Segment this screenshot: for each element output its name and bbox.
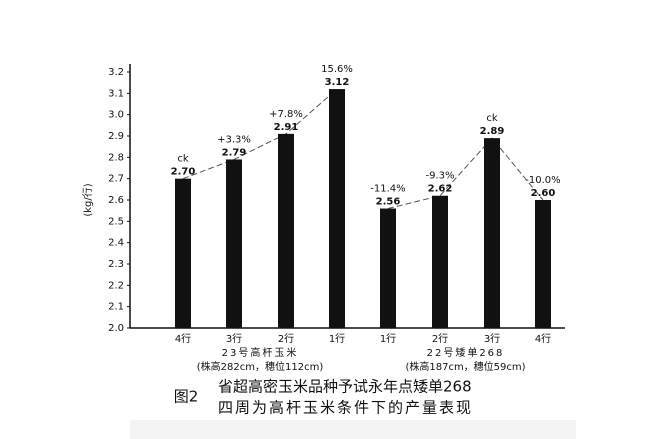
bar-annotation: -10.0% [525, 175, 560, 186]
group-label: 23号高杆玉米 [222, 346, 299, 359]
value-label: 2.56 [376, 197, 401, 208]
bar [484, 138, 500, 328]
y-axis-label: (kg/行) [81, 183, 94, 216]
bottom-panel [130, 420, 576, 439]
y-tick-label: 2.4 [108, 238, 124, 249]
group-note: (株高187cm，穗位59cm) [405, 360, 525, 373]
value-label: 2.89 [480, 126, 505, 137]
y-tick-label: 2.6 [108, 195, 124, 206]
bar [380, 208, 396, 328]
y-tick-label: 2.2 [108, 280, 124, 291]
bar [175, 178, 191, 328]
bar [226, 159, 242, 328]
y-tick-label: 2.7 [108, 174, 124, 185]
bar [278, 133, 294, 328]
value-label: 2.91 [274, 122, 299, 133]
y-tick-label: 2.0 [108, 323, 124, 334]
y-tick-label: 2.5 [108, 216, 124, 227]
x-tick-label: 2行 [278, 332, 294, 345]
x-tick-label: 4行 [535, 332, 551, 345]
y-tick-label: 3.1 [108, 88, 124, 99]
x-tick-label: 1行 [329, 332, 345, 345]
value-label: 2.70 [171, 167, 196, 178]
bar-annotation: +7.8% [269, 109, 303, 120]
bar-annotation: +3.3% [217, 134, 251, 145]
x-tick-label: 3行 [226, 332, 242, 345]
caption-label: 图2 [174, 388, 199, 406]
value-label: 2.60 [531, 188, 556, 199]
caption-line: 四周为高杆玉米条件下的产量表现 [218, 399, 473, 417]
x-tick-label: 1行 [380, 332, 396, 345]
trend-line [182, 88, 338, 180]
x-tick-label: 3行 [484, 332, 500, 345]
bar-annotation: -9.3% [425, 171, 454, 182]
value-label: 3.12 [325, 77, 350, 88]
caption-line: 省超高密玉米品种予试永年点矮单268 [218, 378, 472, 396]
bar [329, 89, 345, 328]
group-note: (株高282cm，穗位112cm) [197, 360, 324, 373]
trend-line [387, 137, 544, 210]
y-tick-label: 2.8 [108, 152, 124, 163]
bar-annotation: -11.4% [370, 184, 405, 195]
bar [535, 200, 551, 328]
y-tick-label: 3.0 [108, 110, 124, 121]
value-label: 2.79 [222, 147, 247, 158]
bar-annotation: ck [486, 113, 497, 124]
bar [432, 195, 448, 328]
x-tick-label: 2行 [432, 332, 448, 345]
group-label: 22号矮单268 [427, 347, 505, 359]
y-tick-label: 2.3 [108, 259, 124, 270]
value-label: 2.62 [428, 184, 453, 195]
bar-annotation: ck [177, 154, 188, 165]
y-tick-label: 3.2 [108, 67, 124, 78]
bar-annotation: 15.6% [321, 64, 353, 75]
x-tick-label: 4行 [175, 332, 191, 345]
y-tick-label: 2.1 [108, 302, 124, 313]
y-tick-label: 2.9 [108, 131, 124, 142]
